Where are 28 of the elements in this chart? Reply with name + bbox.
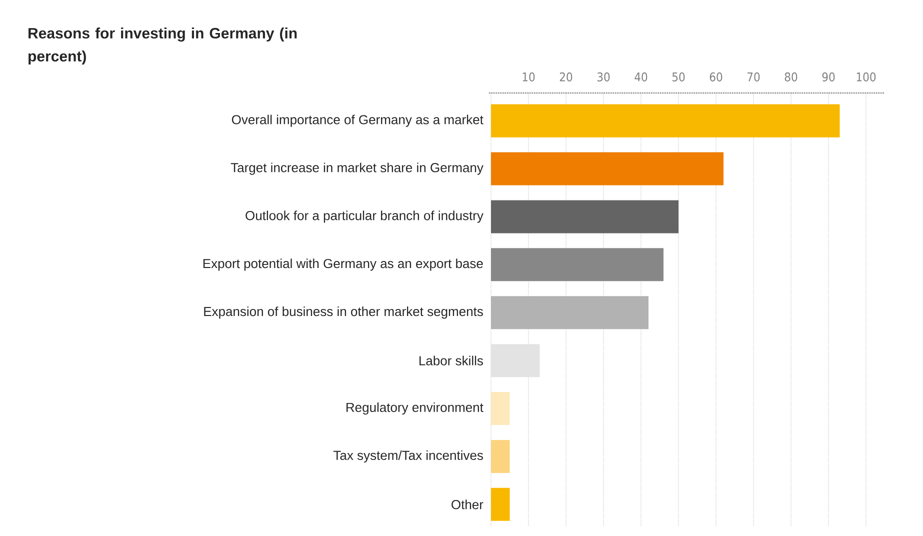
y-tick-label: Regulatory environment	[346, 402, 484, 415]
text: Reasons for investing in Germany (in percent)	[28, 28, 297, 65]
y-tick-label: Overall importance of Germany as a market	[232, 114, 484, 127]
x-tick-label: 90	[822, 72, 835, 82]
bar	[491, 200, 679, 234]
bar	[491, 488, 510, 521]
y-tick-label: Expansion of business in other market segments	[204, 306, 483, 319]
bar	[491, 248, 664, 282]
x-tick-label: 70	[748, 72, 760, 82]
x-tick-label: 40	[634, 72, 648, 82]
x-tick-label: 60	[710, 72, 722, 82]
x-tick-label: 10	[522, 72, 535, 82]
x-tick-label: 20	[560, 72, 572, 82]
bar	[491, 392, 510, 426]
y-tick-label: Other	[452, 500, 484, 510]
bar	[491, 344, 540, 378]
y-tick-label: Target increase in market share in Germany	[230, 162, 484, 175]
y-tick-label: Outlook for a particular branch of industry	[246, 210, 484, 223]
y-tick-label: Tax system/Tax incentives	[333, 450, 483, 463]
bar	[491, 440, 510, 473]
bar	[491, 152, 724, 186]
x-tick-label: 80	[784, 72, 798, 82]
x-tick-label: 30	[597, 72, 610, 82]
bar	[491, 104, 840, 138]
y-tick-label: Labor skills	[420, 356, 483, 366]
x-tick-label: 100	[856, 72, 876, 82]
x-tick-label: 50	[672, 72, 685, 82]
y-tick-label: Export potential with Germany as an export base	[203, 258, 483, 271]
